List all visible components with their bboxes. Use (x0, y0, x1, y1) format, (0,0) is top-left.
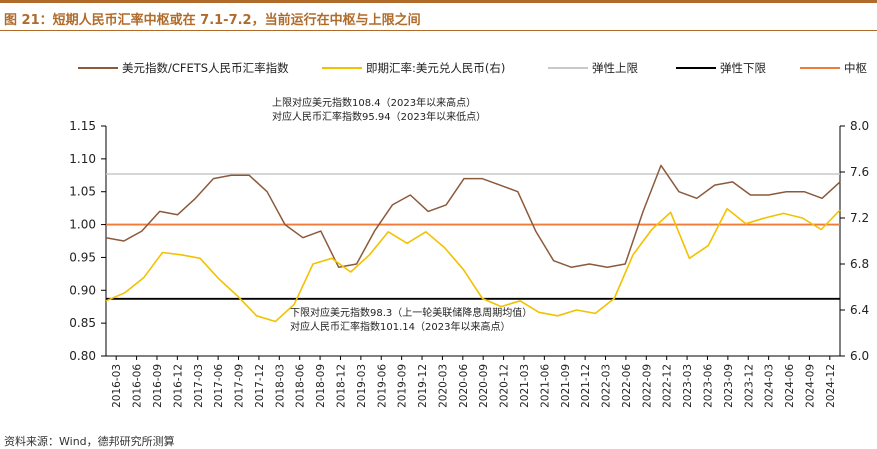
x-tick-label: 2021-12 (580, 364, 592, 408)
spot-rate-line (105, 208, 841, 323)
legend-item-lower: 弹性下限 (676, 58, 766, 78)
x-tick-label: 2019-06 (376, 364, 388, 408)
x-tick-label: 2020-06 (458, 364, 470, 408)
x-tick-label: 2022-09 (641, 364, 653, 408)
legend-label-spot: 即期汇率:美元兑人民币(右) (366, 61, 506, 75)
annotation-upper-1: 上限对应美元指数108.4（2023年以来高点） (272, 96, 476, 109)
x-tick-label: 2023-06 (702, 364, 714, 408)
left-tick-label: 0.80 (69, 349, 96, 363)
x-tick-label: 2024-12 (825, 364, 837, 408)
x-tick-label: 2021-03 (519, 364, 531, 408)
right-tick-label: 6.4 (850, 303, 869, 317)
x-tick-label: 2019-03 (356, 364, 368, 408)
legend-label-center: 中枢 (844, 61, 867, 75)
x-tick-label: 2021-09 (560, 364, 572, 408)
x-tick-label: 2016-09 (152, 364, 164, 408)
x-tick-label: 2023-09 (723, 364, 735, 408)
x-tick-label: 2021-06 (539, 364, 551, 408)
axes-layer (101, 125, 845, 360)
x-tick-label: 2018-09 (315, 364, 327, 408)
right-tick-label: 8.0 (850, 119, 869, 133)
x-tick-label: 2020-09 (478, 364, 490, 408)
legend-item-center: 中枢 (800, 58, 867, 78)
x-tick-label: 2024-03 (764, 364, 776, 408)
x-tick-label: 2020-03 (437, 364, 449, 408)
x-tick-label: 2018-06 (295, 364, 307, 408)
legend-item-upper: 弹性上限 (548, 58, 638, 78)
x-tick-label: 2018-03 (274, 364, 286, 408)
legend-swatch-upper (548, 67, 588, 69)
x-tick-label: 2017-03 (193, 364, 205, 408)
left-tick-label: 1.05 (69, 185, 96, 199)
left-tick-label: 0.85 (69, 316, 96, 330)
left-tick-label: 1.10 (69, 152, 96, 166)
right-tick-label: 6.0 (850, 349, 869, 363)
x-tick-label: 2016-03 (111, 364, 123, 408)
reference-lines-layer (106, 173, 840, 300)
x-tick-label: 2024-09 (804, 364, 816, 408)
title-rule (0, 30, 877, 31)
source-note: 资料来源：Wind，德邦研究所测算 (4, 435, 175, 448)
legend-label-lower: 弹性下限 (720, 61, 766, 75)
right-tick-label: 6.8 (850, 257, 869, 271)
x-tick-label: 2016-06 (132, 364, 144, 408)
annotation-lower-2: 对应人民币汇率指数101.14（2023年以来高点） (290, 320, 510, 333)
left-tick-label: 0.95 (69, 250, 96, 264)
chart-title: 图 21：短期人民币汇率中枢或在 7.1-7.2，当前运行在中枢与上限之间 (4, 13, 421, 28)
legend-item-spot: 即期汇率:美元兑人民币(右) (322, 58, 505, 78)
title-bar: 图 21：短期人民币汇率中枢或在 7.1-7.2，当前运行在中枢与上限之间 (0, 0, 877, 31)
x-tick-label: 2020-12 (499, 364, 511, 408)
x-tick-label: 2019-12 (417, 364, 429, 408)
axis-labels-layer: 0.80 0.85 0.90 0.95 1.00 1.05 1.10 1.15 6.0 6.4 6.… (69, 119, 869, 408)
right-tick-label: 7.6 (850, 165, 869, 179)
x-tick-label: 2022-03 (601, 364, 613, 408)
x-tick-label: 2022-06 (621, 364, 633, 408)
x-tick-label: 2017-09 (234, 364, 246, 408)
x-tick-label: 2023-03 (682, 364, 694, 408)
x-tick-label: 2018-12 (335, 364, 347, 408)
x-tick-label: 2017-12 (254, 364, 266, 408)
left-tick-label: 1.00 (69, 218, 96, 232)
legend: 美元指数/CFETS人民币汇率指数 即期汇率:美元兑人民币(右) 弹性上限 弹性… (0, 58, 877, 78)
right-tick-label: 7.2 (850, 211, 869, 225)
legend-label-dxy-cfets: 美元指数/CFETS人民币汇率指数 (122, 61, 289, 75)
x-tick-label: 2016-12 (172, 364, 184, 408)
left-tick-label: 1.15 (69, 119, 96, 133)
x-tick-label: 2022-12 (662, 364, 674, 408)
legend-swatch-center (800, 67, 840, 69)
left-tick-label: 0.90 (69, 283, 96, 297)
annotation-lower-1: 下限对应美元指数98.3（上一轮美联储降息周期均值） (290, 306, 532, 319)
dxy-cfets-ratio-line (105, 164, 841, 269)
series-layer (105, 164, 841, 323)
legend-swatch-dxy-cfets (78, 67, 118, 69)
x-tick-label: 2023-12 (743, 364, 755, 408)
legend-swatch-lower (676, 67, 716, 69)
legend-item-dxy-cfets: 美元指数/CFETS人民币汇率指数 (78, 58, 289, 78)
x-tick-label: 2019-09 (397, 364, 409, 408)
legend-swatch-spot (322, 67, 362, 69)
legend-label-upper: 弹性上限 (592, 61, 638, 75)
annotation-upper-2: 对应人民币汇率指数95.94（2023年以来低点） (272, 110, 486, 123)
x-tick-label: 2017-06 (213, 364, 225, 408)
x-tick-label: 2024-06 (784, 364, 796, 408)
